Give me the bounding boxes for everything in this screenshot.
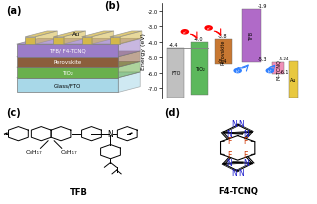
Polygon shape xyxy=(53,32,86,38)
Bar xyxy=(272,63,284,75)
Polygon shape xyxy=(17,78,118,93)
Text: e⁻: e⁻ xyxy=(206,27,211,31)
Text: -4.4: -4.4 xyxy=(169,43,178,48)
Polygon shape xyxy=(118,73,140,93)
Text: -5.4: -5.4 xyxy=(217,58,227,63)
Polygon shape xyxy=(17,45,118,58)
Text: F: F xyxy=(228,151,232,160)
Text: e⁻: e⁻ xyxy=(183,31,187,35)
Bar xyxy=(289,62,298,98)
Polygon shape xyxy=(92,32,114,45)
Polygon shape xyxy=(53,38,63,45)
Polygon shape xyxy=(81,38,92,45)
Text: C₈H₁₇: C₈H₁₇ xyxy=(26,150,43,154)
Bar xyxy=(191,43,208,95)
Polygon shape xyxy=(17,62,140,68)
Text: h⁺: h⁺ xyxy=(268,69,272,73)
Text: -6.1: -6.1 xyxy=(279,69,289,74)
Text: F: F xyxy=(243,137,248,145)
Text: N: N xyxy=(244,130,249,139)
Text: TFB: TFB xyxy=(249,32,255,41)
Text: -5.24: -5.24 xyxy=(279,57,289,61)
Text: (d): (d) xyxy=(165,108,181,118)
Polygon shape xyxy=(118,62,140,78)
Polygon shape xyxy=(17,68,118,78)
Text: -4.0: -4.0 xyxy=(194,37,203,42)
Circle shape xyxy=(181,30,189,35)
Polygon shape xyxy=(25,38,35,45)
Text: TFB/ F4-TCNQ: TFB/ F4-TCNQ xyxy=(49,49,86,54)
Polygon shape xyxy=(118,52,140,68)
Text: (b): (b) xyxy=(104,1,120,11)
Text: Perovskite: Perovskite xyxy=(221,39,226,64)
Text: N: N xyxy=(231,119,237,128)
Text: FTO: FTO xyxy=(171,71,180,76)
Text: Glass/FTO: Glass/FTO xyxy=(54,83,81,88)
Polygon shape xyxy=(25,32,57,38)
Text: (c): (c) xyxy=(6,108,21,118)
Polygon shape xyxy=(110,32,142,38)
Polygon shape xyxy=(17,73,140,78)
Text: N: N xyxy=(226,158,232,167)
Text: -5.3: -5.3 xyxy=(258,57,268,62)
Text: h⁺: h⁺ xyxy=(235,69,240,73)
Text: N: N xyxy=(239,119,244,128)
Polygon shape xyxy=(17,58,118,68)
Polygon shape xyxy=(81,32,114,38)
Text: -3.8: -3.8 xyxy=(217,34,227,39)
Text: Au: Au xyxy=(72,32,81,37)
Text: F4-TCNQ: F4-TCNQ xyxy=(218,186,258,195)
Text: Au: Au xyxy=(290,78,297,82)
Circle shape xyxy=(204,26,213,32)
Bar xyxy=(167,49,184,98)
Circle shape xyxy=(266,69,274,74)
Text: (a): (a) xyxy=(6,6,22,16)
Text: N: N xyxy=(239,168,244,177)
Text: C₈H₁₇: C₈H₁₇ xyxy=(61,150,78,154)
Bar xyxy=(243,10,262,63)
Text: F4-TCNQ: F4-TCNQ xyxy=(276,59,281,79)
Polygon shape xyxy=(17,52,140,58)
Polygon shape xyxy=(35,32,57,45)
Text: N: N xyxy=(226,130,232,139)
Circle shape xyxy=(233,69,242,74)
Text: TFB: TFB xyxy=(70,187,88,196)
Polygon shape xyxy=(110,38,120,45)
Text: F: F xyxy=(228,137,232,145)
Text: N: N xyxy=(244,158,249,167)
Polygon shape xyxy=(118,39,140,58)
Polygon shape xyxy=(63,32,86,45)
Text: TiO₂: TiO₂ xyxy=(195,67,204,71)
Text: N: N xyxy=(107,130,113,139)
Text: TiO₂: TiO₂ xyxy=(62,71,73,76)
Bar xyxy=(215,40,232,64)
Polygon shape xyxy=(120,32,142,45)
Text: N: N xyxy=(231,168,237,177)
Text: F: F xyxy=(243,151,248,160)
Text: -1.9: -1.9 xyxy=(258,4,267,9)
Y-axis label: Energy (eV): Energy (eV) xyxy=(141,33,146,70)
Text: Perovskite: Perovskite xyxy=(53,60,81,65)
Polygon shape xyxy=(17,39,140,45)
